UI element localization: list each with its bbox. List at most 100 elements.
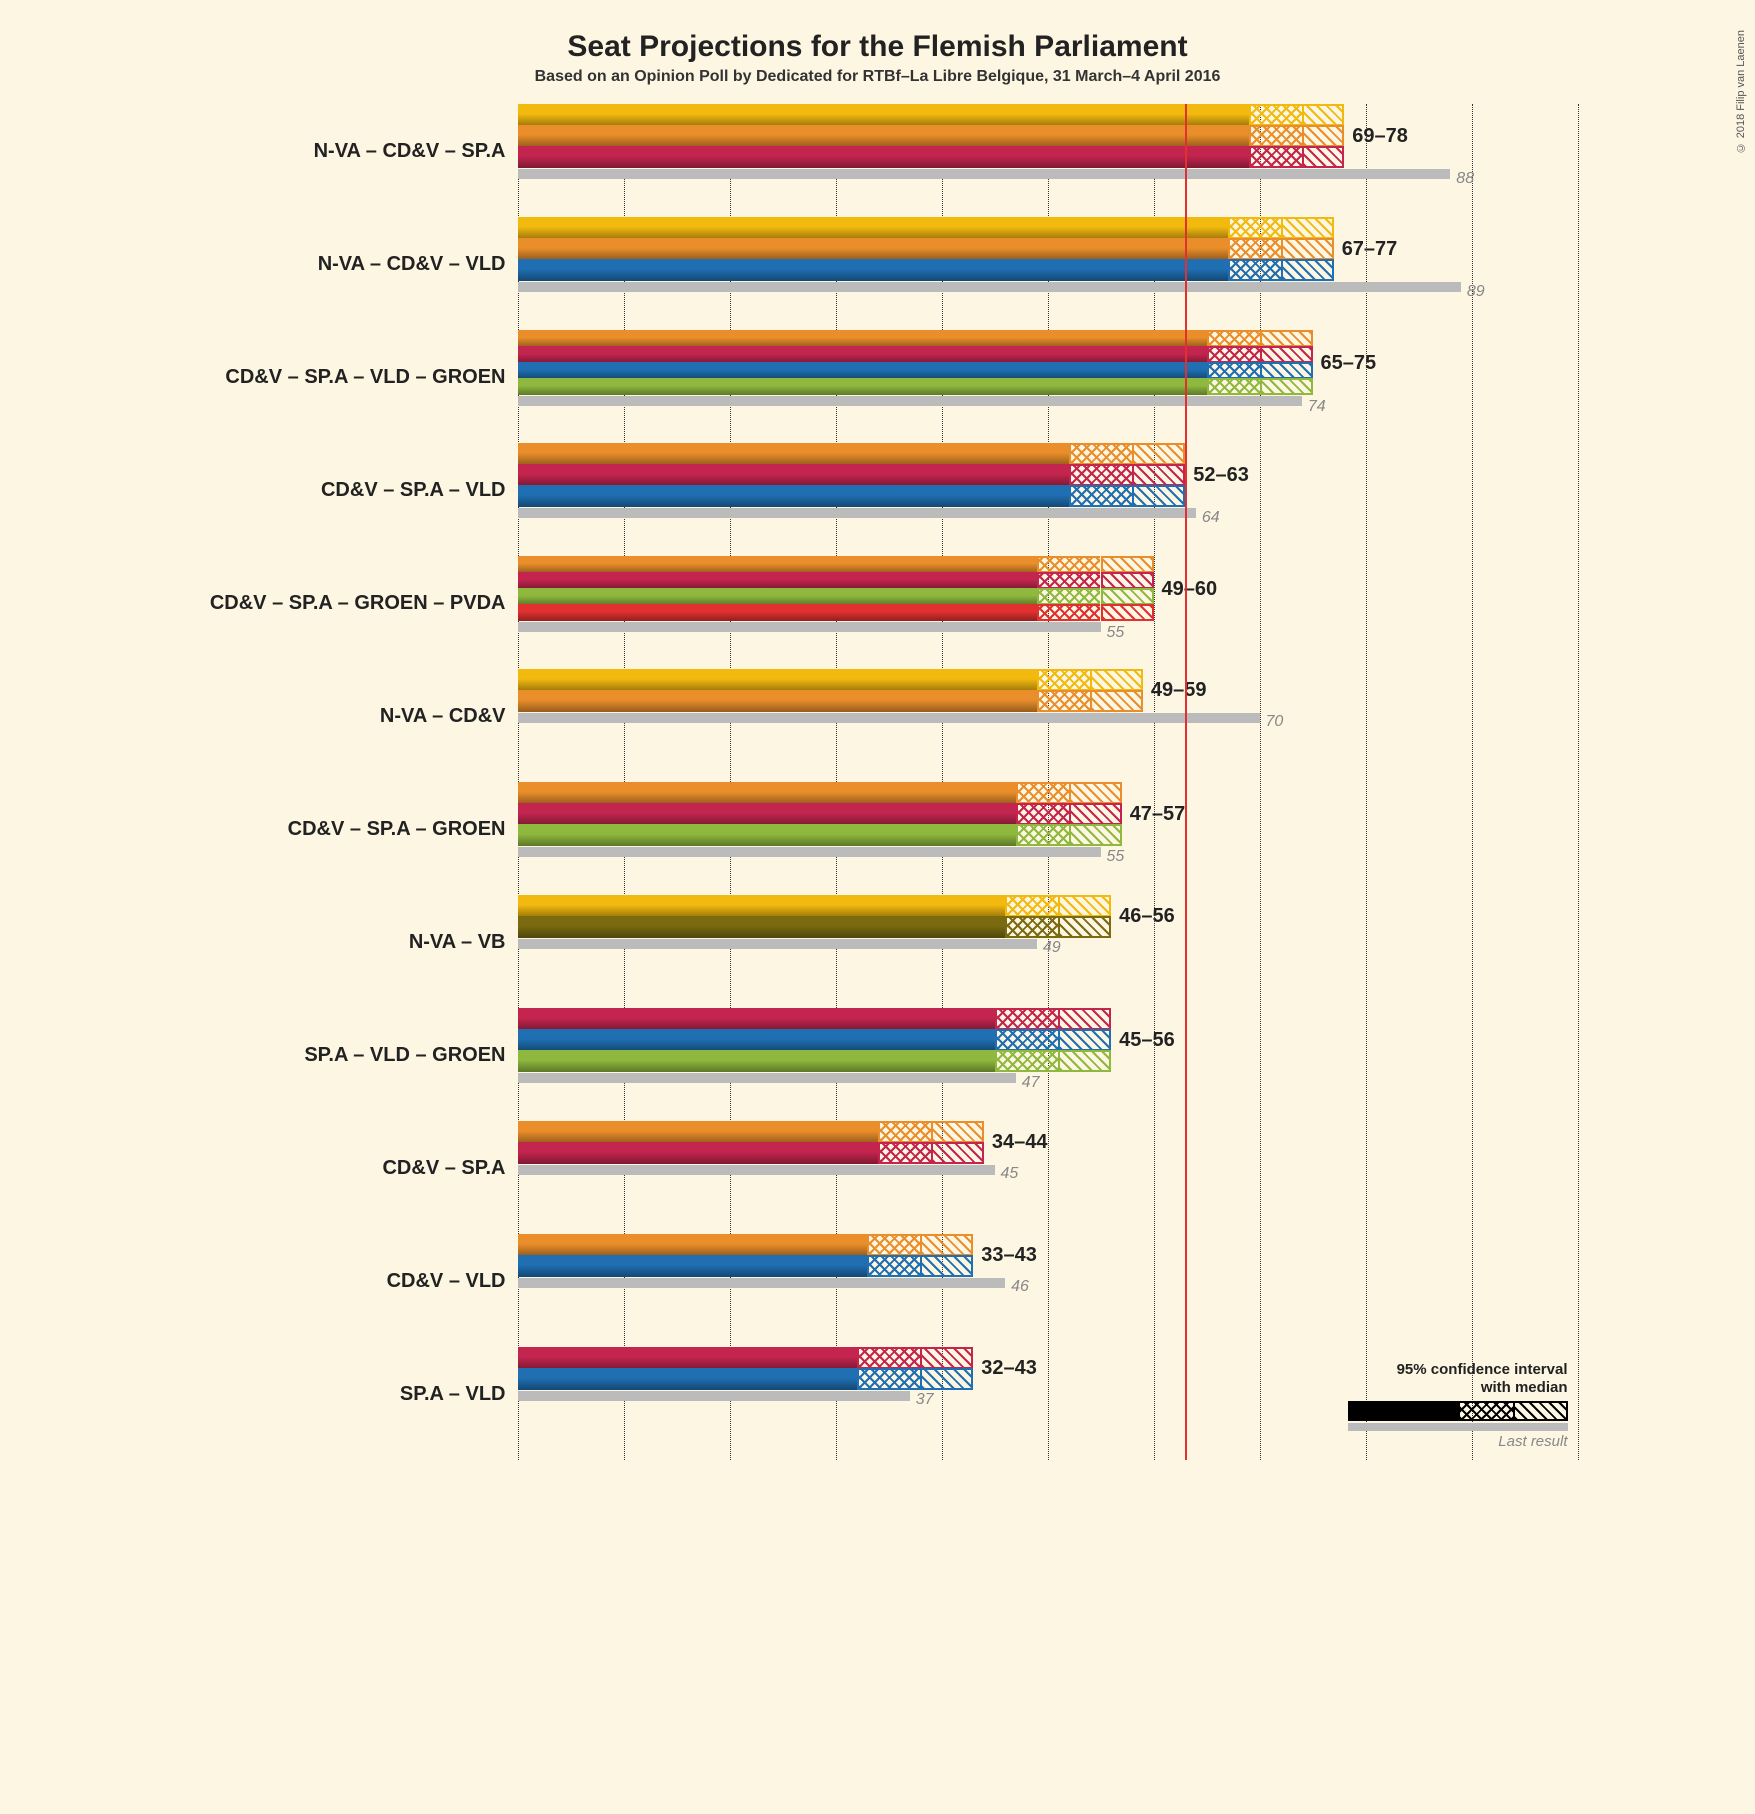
coalition-bars: 45–56 47 <box>518 1008 1578 1103</box>
last-result-bar <box>518 1073 1016 1083</box>
coalition-bars: 47–57 55 <box>518 782 1578 877</box>
range-label: 32–43 <box>981 1357 1037 1380</box>
coalition-row: CD&V – SP.A – GROEN 47–57 55 <box>178 782 1578 877</box>
party-bar <box>518 824 1578 846</box>
range-label: 45–56 <box>1119 1029 1175 1052</box>
party-bar <box>518 330 1578 347</box>
party-bar <box>518 690 1578 712</box>
coalition-bars: 52–63 64 <box>518 443 1578 538</box>
party-bar <box>518 803 1578 825</box>
last-result-label: 55 <box>1107 848 1125 866</box>
party-bar <box>518 669 1578 691</box>
coalition-label: CD&V – SP.A – GROEN <box>178 782 518 877</box>
coalition-bars: 49–59 70 <box>518 669 1578 764</box>
coalition-label: N-VA – CD&V – SP.A <box>178 104 518 199</box>
coalition-row: N-VA – CD&V – SP.A 69–78 88 <box>178 104 1578 199</box>
last-result-bar <box>518 508 1196 518</box>
last-result-label: 37 <box>916 1391 934 1409</box>
range-label: 65–75 <box>1321 352 1377 375</box>
coalition-bars: 33–43 46 <box>518 1234 1578 1329</box>
party-bar <box>518 1029 1578 1051</box>
copyright-text: © 2018 Filip van Laenen <box>1735 30 1747 153</box>
legend-sample-bar <box>1348 1401 1568 1421</box>
last-result-label: 45 <box>1001 1165 1019 1183</box>
coalition-row: CD&V – VLD 33–43 46 <box>178 1234 1578 1329</box>
last-result-bar <box>518 1391 910 1401</box>
coalition-row: CD&V – SP.A – GROEN – PVDA49–6055 <box>178 556 1578 651</box>
coalition-label: N-VA – CD&V – VLD <box>178 217 518 312</box>
last-result-bar <box>518 169 1451 179</box>
party-bar <box>518 1234 1578 1256</box>
party-bar <box>518 916 1578 938</box>
last-result-label: 49 <box>1043 939 1061 957</box>
coalition-row: SP.A – VLD – GROEN 45–56 47 <box>178 1008 1578 1103</box>
last-result-bar <box>518 622 1101 632</box>
coalition-label: N-VA – VB <box>178 895 518 990</box>
party-bar <box>518 464 1578 486</box>
legend-last-bar <box>1348 1423 1568 1431</box>
last-result-label: 46 <box>1011 1278 1029 1296</box>
party-bar <box>518 443 1578 465</box>
coalition-label: CD&V – SP.A <box>178 1121 518 1216</box>
coalition-label: SP.A – VLD <box>178 1347 518 1442</box>
party-bar <box>518 1255 1578 1277</box>
party-bar <box>518 238 1578 260</box>
last-result-bar <box>518 1278 1006 1288</box>
party-bar <box>518 346 1578 363</box>
gridline <box>1578 104 1579 1460</box>
last-result-bar <box>518 282 1461 292</box>
range-label: 49–60 <box>1162 578 1218 601</box>
range-label: 34–44 <box>992 1131 1048 1154</box>
party-bar <box>518 782 1578 804</box>
party-bar <box>518 604 1578 621</box>
last-result-bar <box>518 847 1101 857</box>
last-result-label: 55 <box>1107 624 1125 642</box>
last-result-bar <box>518 939 1037 949</box>
coalition-bars: 49–60 55 <box>518 556 1578 651</box>
coalition-row: CD&V – SP.A 34–44 45 <box>178 1121 1578 1216</box>
party-bar <box>518 895 1578 917</box>
last-result-label: 88 <box>1456 170 1474 188</box>
last-result-label: 64 <box>1202 509 1220 527</box>
legend-sub: Last result <box>1348 1433 1568 1450</box>
coalition-label: CD&V – VLD <box>178 1234 518 1329</box>
legend-title: 95% confidence interval with median <box>1348 1361 1568 1397</box>
last-result-label: 74 <box>1308 398 1326 416</box>
range-label: 67–77 <box>1342 238 1398 261</box>
last-result-bar <box>518 713 1260 723</box>
party-bar <box>518 362 1578 379</box>
party-bar <box>518 125 1578 147</box>
range-label: 52–63 <box>1193 464 1249 487</box>
range-label: 47–57 <box>1130 803 1186 826</box>
coalition-bars: 69–78 88 <box>518 104 1578 199</box>
party-bar <box>518 1050 1578 1072</box>
chart-subtitle: Based on an Opinion Poll by Dedicated fo… <box>20 68 1735 86</box>
party-bar <box>518 217 1578 239</box>
party-bar <box>518 485 1578 507</box>
coalition-row: CD&V – SP.A – VLD – GROEN 65–75 74 <box>178 330 1578 425</box>
last-result-bar <box>518 396 1302 406</box>
coalition-label: CD&V – SP.A – VLD <box>178 443 518 538</box>
party-bar <box>518 588 1578 605</box>
last-result-label: 70 <box>1266 713 1284 731</box>
party-bar <box>518 259 1578 281</box>
coalition-label: CD&V – SP.A – VLD – GROEN <box>178 330 518 425</box>
party-bar <box>518 378 1578 395</box>
coalition-row: N-VA – CD&V – VLD 67–77 89 <box>178 217 1578 312</box>
range-label: 69–78 <box>1352 125 1408 148</box>
coalition-row: N-VA – VB 46–56 49 <box>178 895 1578 990</box>
coalition-row: CD&V – SP.A – VLD 52–63 64 <box>178 443 1578 538</box>
coalition-label: SP.A – VLD – GROEN <box>178 1008 518 1103</box>
coalition-label: N-VA – CD&V <box>178 669 518 764</box>
coalition-row: N-VA – CD&V 49–59 70 <box>178 669 1578 764</box>
range-label: 49–59 <box>1151 679 1207 702</box>
last-result-label: 89 <box>1467 283 1485 301</box>
last-result-label: 47 <box>1022 1074 1040 1092</box>
party-bar <box>518 572 1578 589</box>
range-label: 33–43 <box>981 1244 1037 1267</box>
party-bar <box>518 146 1578 168</box>
coalition-bars: 67–77 89 <box>518 217 1578 312</box>
chart-title: Seat Projections for the Flemish Parliam… <box>20 30 1735 64</box>
range-label: 46–56 <box>1119 905 1175 928</box>
coalition-bars: 46–56 49 <box>518 895 1578 990</box>
